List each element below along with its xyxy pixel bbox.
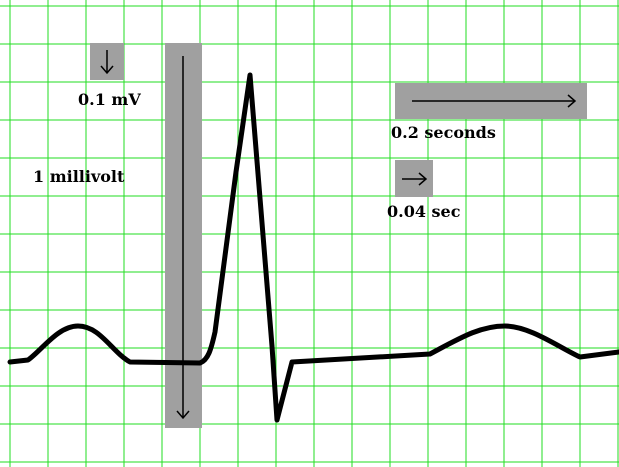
small-time-label: 0.04 sec bbox=[387, 202, 461, 221]
arrow-right-icon bbox=[402, 172, 428, 186]
small-voltage-label: 0.1 mV bbox=[78, 90, 141, 109]
large-voltage-label: 1 millivolt bbox=[33, 167, 125, 186]
arrow-right-icon bbox=[412, 94, 577, 108]
arrow-down-icon bbox=[100, 50, 114, 75]
ecg-trace bbox=[7, 72, 619, 423]
large-time-label: 0.2 seconds bbox=[391, 123, 496, 142]
arrow-down-icon bbox=[176, 56, 190, 420]
